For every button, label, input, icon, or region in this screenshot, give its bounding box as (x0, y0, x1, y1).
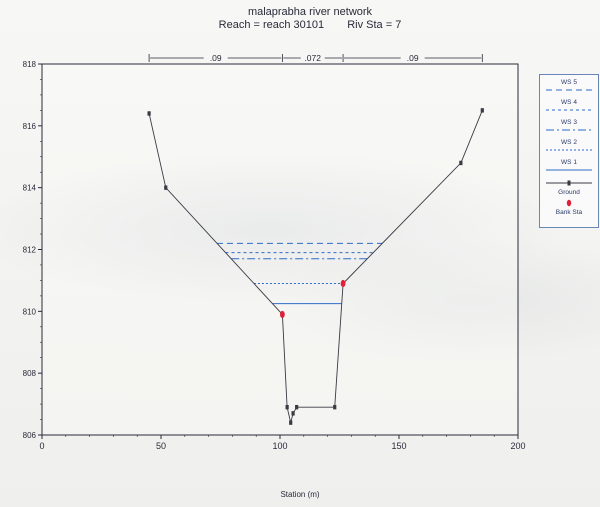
legend-swatch (546, 89, 592, 91)
ground-point (289, 420, 293, 425)
ground-point (333, 404, 337, 410)
ground-point (291, 411, 295, 416)
bank-station-point (340, 279, 346, 288)
legend-swatch (546, 169, 592, 171)
ground-point (147, 111, 151, 116)
reach-label: Reach = reach 30101 (218, 19, 325, 31)
legend-item: Bank Sta (540, 199, 598, 216)
legend-label: WS 5 (561, 79, 577, 86)
manning-value-label: .072 (304, 53, 321, 63)
y-tick-label: 806 (23, 431, 37, 440)
x-axis-label: Station (m) (280, 490, 320, 499)
y-tick-label: 808 (23, 369, 37, 378)
x-tick-label: 0 (39, 441, 44, 451)
plot-frame (41, 63, 519, 436)
legend-item: WS 1 (540, 159, 598, 176)
bank-station-point (279, 310, 285, 319)
chart-title-block: malaprabha river network Reach = reach 3… (130, 6, 490, 32)
legend-swatch (546, 180, 592, 186)
legend-label: WS 4 (561, 99, 577, 106)
ground-point (164, 185, 168, 190)
legend-swatch (546, 109, 592, 111)
ground-point (480, 108, 484, 113)
manning-value-label: .09 (210, 53, 222, 63)
legend-label: WS 2 (561, 139, 577, 146)
legend-item: WS 5 (540, 79, 598, 96)
legend: WS 5 WS 4 WS 3 WS 2 WS 1 Ground Bank Sta (539, 74, 599, 228)
legend-swatch (566, 199, 572, 207)
x-tick-label: 150 (391, 441, 406, 451)
y-tick-label: 816 (23, 122, 37, 131)
chart-subtitle: Reach = reach 30101 Riv Sta = 7 (130, 19, 490, 32)
legend-label: Ground (558, 189, 580, 196)
chart-title: malaprabha river network (247, 6, 373, 18)
legend-swatch (546, 149, 592, 151)
y-tick-label: 810 (23, 307, 37, 316)
y-tick-label: 818 (23, 60, 37, 69)
x-tick-label: 100 (272, 441, 287, 451)
legend-item: WS 4 (540, 99, 598, 116)
y-tick-label: 812 (23, 246, 37, 255)
x-tick-label: 200 (510, 441, 525, 451)
ground-point (295, 404, 299, 410)
legend-swatch (546, 129, 592, 131)
x-tick-label: 50 (156, 441, 166, 451)
manning-value-label: .09 (407, 53, 419, 63)
river-station-label: Riv Sta = 7 (347, 19, 402, 31)
legend-item: WS 3 (540, 119, 598, 136)
legend-label: Bank Sta (555, 209, 583, 216)
legend-item: Ground (540, 179, 598, 196)
ground-point (459, 160, 463, 166)
legend-label: WS 1 (561, 159, 577, 166)
y-tick-label: 814 (23, 184, 37, 193)
legend-label: WS 3 (561, 119, 577, 126)
legend-item: WS 2 (540, 139, 598, 156)
ground-point (285, 404, 289, 410)
